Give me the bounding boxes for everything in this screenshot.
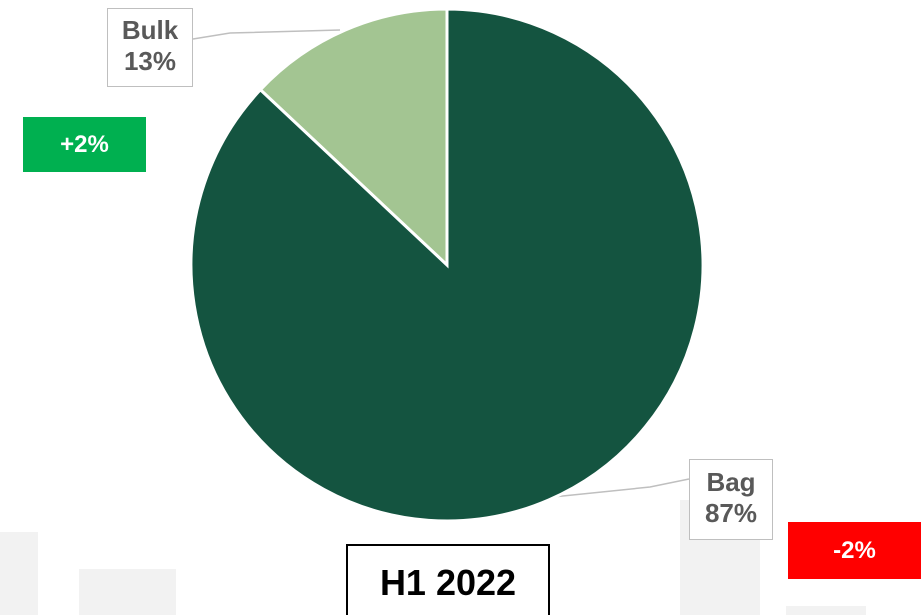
leader-line-bag (552, 478, 690, 498)
slice-label-bag: Bag 87% (689, 459, 773, 540)
background-block (786, 606, 866, 615)
period-label: H1 2022 (346, 544, 550, 615)
change-badge-increase: +2% (23, 117, 146, 172)
leader-lines (192, 29, 690, 498)
pie-slice-bulk (258, 7, 449, 269)
slice-label-bulk: Bulk 13% (107, 8, 193, 87)
leader-line-bulk (192, 29, 341, 40)
background-block (79, 569, 176, 615)
slice-label-bag-name: Bag (706, 467, 756, 497)
slice-label-bag-value: 87% (704, 498, 758, 528)
period-label-text: H1 2022 (379, 562, 517, 603)
pie-slices (189, 7, 705, 523)
slice-label-bulk-name: Bulk (121, 15, 179, 45)
change-badge-decrease: -2% (788, 522, 921, 579)
change-badge-decrease-text: -2% (833, 536, 876, 564)
pie-slice-bag (189, 7, 705, 523)
slice-label-bulk-value: 13% (123, 46, 177, 76)
change-badge-increase-text: +2% (60, 130, 109, 158)
background-block (0, 532, 38, 615)
